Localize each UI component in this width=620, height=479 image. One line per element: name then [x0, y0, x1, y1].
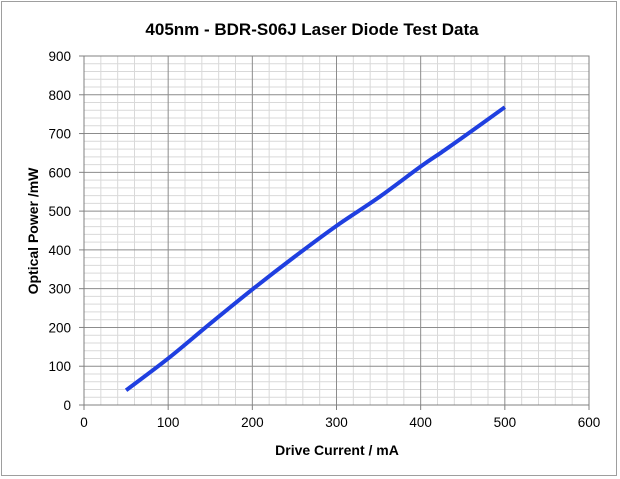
y-tick-label: 800: [48, 88, 71, 103]
x-tick-label: 500: [494, 415, 517, 430]
x-tick-label: 200: [241, 415, 264, 430]
y-axis-label: Optical Power /mW: [25, 167, 41, 295]
x-tick-label: 300: [325, 415, 348, 430]
y-tick-label: 600: [48, 165, 71, 180]
major-gridlines: [83, 55, 590, 406]
x-axis-label: Drive Current / mA: [275, 442, 399, 458]
y-tick-label: 300: [48, 282, 71, 297]
y-tick-label: 400: [48, 243, 71, 258]
x-tick-label: 600: [578, 415, 601, 430]
y-tick-label: 200: [48, 320, 71, 335]
y-axis-tick-labels: 0 100 200 300 400 500 600 700 800 900: [48, 49, 84, 413]
x-axis-tick-labels: 0 100 200 300 400 500 600: [80, 405, 600, 430]
y-tick-label: 500: [48, 204, 71, 219]
x-tick-label: 400: [409, 415, 432, 430]
chart-title: 405nm - BDR-S06J Laser Diode Test Data: [145, 20, 479, 39]
x-tick-label: 0: [80, 415, 88, 430]
y-tick-label: 900: [48, 49, 71, 64]
y-tick-label: 0: [63, 398, 71, 413]
y-tick-label: 100: [48, 359, 71, 374]
series-line: [124, 105, 507, 392]
x-tick-label: 100: [157, 415, 180, 430]
y-tick-label: 700: [48, 127, 71, 142]
series-layer: [124, 105, 507, 392]
